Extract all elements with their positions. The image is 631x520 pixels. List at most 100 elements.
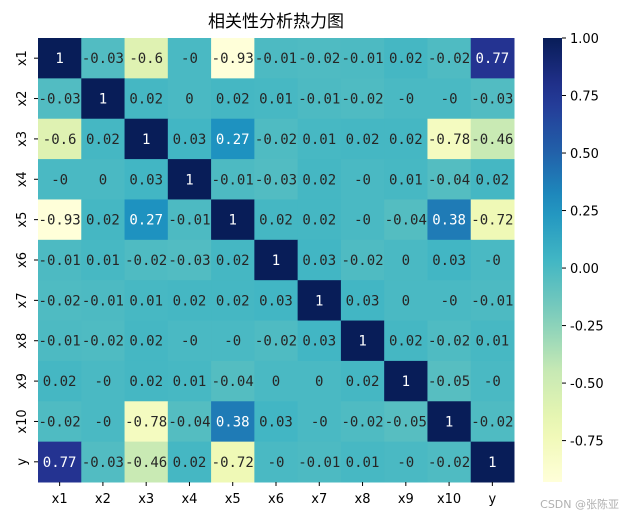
heatmap-cell: [211, 360, 255, 402]
y-tick-label: x2: [15, 91, 30, 107]
cell-value-label: 0.01: [129, 293, 163, 309]
heatmap-cell: [254, 78, 299, 120]
x-tick-label: x9: [398, 492, 414, 507]
cell-value-label: 0.77: [43, 455, 77, 471]
y-tick-label: x7: [15, 292, 30, 308]
heatmap-cell: [167, 401, 212, 443]
cell-value-label: -0.03: [168, 253, 210, 269]
cell-value-label: -0: [484, 253, 501, 269]
cell-value-label: 0.27: [216, 132, 250, 148]
heatmap-cell: [340, 280, 385, 322]
colorbar: [543, 38, 562, 482]
cell-value-label: -0.04: [168, 414, 210, 430]
cell-value-label: 0: [99, 172, 107, 188]
heatmap-cell: [297, 239, 342, 281]
cell-value-label: 0.02: [389, 51, 423, 67]
cell-value-label: -0: [484, 374, 501, 390]
cell-value-label: 0.02: [346, 132, 380, 148]
cell-value-label: -0: [94, 414, 111, 430]
heatmap-cell: [211, 159, 255, 200]
heatmap-cell: [340, 441, 385, 483]
cell-value-label: 0.02: [216, 293, 250, 309]
y-axis-ticks: x1 x2 x3 x4 x5 x6 x7 x8 x9 x10 y: [15, 50, 38, 466]
x-tick-label: x2: [95, 492, 111, 507]
heatmap-cell: [124, 360, 169, 402]
heatmap-cells: 1 -0.03 -0.6 -0 -0.93 -0.01 -0.02 -0.01 0.02 -0.0…: [38, 38, 515, 483]
heatmap-cell: [38, 159, 82, 200]
cell-value-label: -0: [181, 51, 198, 67]
cell-value-label: 0.02: [216, 92, 250, 108]
heatmap-cell: [297, 78, 342, 120]
heatmap-cell: [124, 199, 169, 241]
cell-value-label: -0: [224, 334, 241, 350]
cell-value-label: -0.05: [385, 414, 427, 430]
cell-value-label: 0: [402, 293, 410, 309]
cell-value-label: 1: [229, 213, 237, 229]
cell-value-label: 1: [488, 455, 496, 471]
cell-value-label: -0.01: [298, 92, 340, 108]
heatmap-cell: [124, 401, 169, 443]
heatmap-cell: [124, 441, 169, 483]
colorbar-tick-label: 0.75: [570, 90, 599, 105]
cell-value-label: -0.78: [125, 414, 167, 430]
heatmap-cell: [384, 360, 428, 402]
heatmap-cell: [124, 38, 169, 79]
cell-value-label: 0.03: [259, 414, 293, 430]
x-tick-label: x3: [138, 492, 154, 507]
heatmap-cell: [384, 159, 428, 200]
cell-value-label: 1: [99, 92, 107, 108]
y-tick-label: x5: [15, 212, 30, 228]
cell-value-label: -0.04: [428, 172, 470, 188]
heatmap-cell: [81, 360, 126, 402]
cell-value-label: -0.72: [212, 455, 254, 471]
y-tick-label: x8: [15, 333, 30, 349]
heatmap-cell: [254, 401, 299, 443]
x-tick-label: x7: [311, 492, 327, 507]
heatmap-cell: [427, 38, 472, 79]
heatmap-cell: [211, 401, 255, 443]
cell-value-label: 1: [185, 172, 193, 188]
cell-value-label: 0.02: [216, 253, 250, 269]
cell-value-label: 0.03: [302, 334, 336, 350]
y-tick-label: y: [15, 458, 30, 466]
cell-value-label: -0.01: [39, 253, 81, 269]
heatmap-cell: [254, 441, 299, 483]
cell-value-label: 0.02: [129, 92, 163, 108]
heatmap-cell: [167, 199, 212, 241]
colorbar-tick-label: 0.00: [570, 262, 599, 277]
heatmap-cell: [340, 38, 385, 79]
heatmap-cell: [211, 280, 255, 322]
heatmap-cell: [340, 118, 385, 160]
cell-value-label: -0.6: [129, 51, 163, 67]
heatmap-cell: [38, 78, 82, 120]
cell-value-label: 0.01: [259, 92, 293, 108]
x-tick-label: x4: [181, 492, 197, 507]
heatmap-cell: [124, 320, 169, 362]
cell-value-label: 1: [142, 132, 150, 148]
heatmap-cell: [427, 320, 472, 362]
cell-value-label: -0.03: [82, 455, 124, 471]
cell-value-label: 0.01: [389, 172, 423, 188]
heatmap-cell: [167, 360, 212, 402]
cell-value-label: 0.02: [302, 213, 336, 229]
heatmap-cell: [340, 360, 385, 402]
heatmap-cell: [254, 38, 299, 79]
cell-value-label: 1: [55, 51, 63, 67]
cell-value-label: 0.01: [173, 374, 207, 390]
cell-value-label: -0: [397, 92, 414, 108]
heatmap-cell: [340, 199, 385, 241]
cell-value-label: 0.03: [173, 132, 207, 148]
colorbar-tick-label: 0.50: [570, 147, 599, 162]
cell-value-label: 0: [315, 374, 323, 390]
colorbar-tick-label: -0.75: [570, 435, 604, 450]
cell-value-label: 0.03: [259, 293, 293, 309]
heatmap-cell: [211, 239, 255, 281]
heatmap-cell: [254, 159, 299, 200]
heatmap-cell: [297, 159, 342, 200]
heatmap-cell: [167, 38, 212, 79]
heatmap-cell: [470, 78, 515, 120]
cell-value-label: 0.02: [173, 293, 207, 309]
heatmap-cell: [470, 280, 515, 322]
heatmap-cell: [384, 280, 428, 322]
cell-value-label: 1: [358, 334, 366, 350]
